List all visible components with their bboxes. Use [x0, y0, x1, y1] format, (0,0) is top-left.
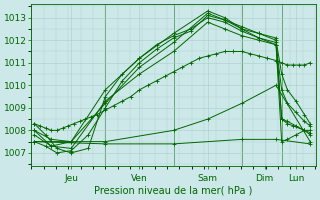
X-axis label: Pression niveau de la mer( hPa ): Pression niveau de la mer( hPa ): [94, 186, 253, 196]
